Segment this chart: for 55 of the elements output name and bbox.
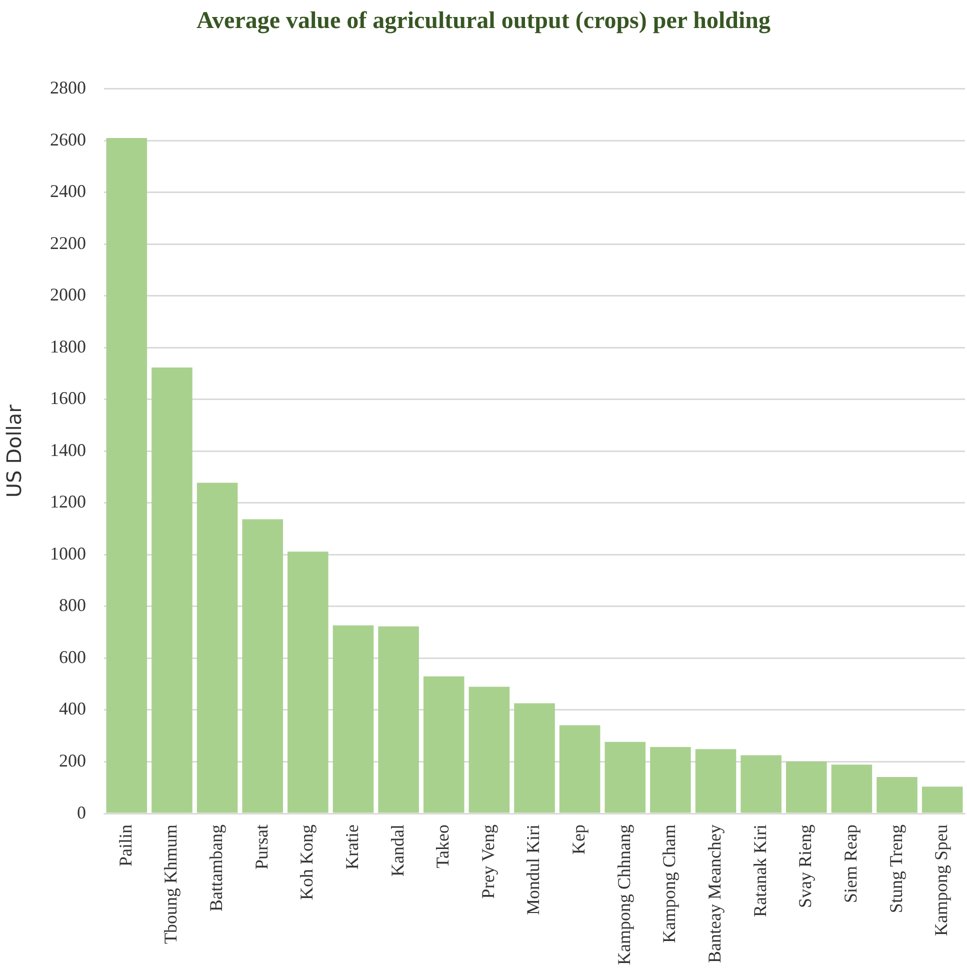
bar <box>514 703 555 813</box>
y-tick-label: 1000 <box>50 543 86 564</box>
bar <box>378 626 419 813</box>
x-tick-label: Pailin <box>115 824 136 867</box>
x-tick-label: Kampong Chhnang <box>614 824 634 965</box>
bar <box>876 777 918 813</box>
x-tick-label: Banteay Meanchey <box>704 824 724 963</box>
x-tick-label: Svay Rieng <box>795 824 816 908</box>
x-tick-label: Battambang <box>206 824 226 912</box>
x-tick-label: Kandal <box>387 824 408 876</box>
y-tick-label: 1200 <box>50 492 86 512</box>
y-tick-label: 1800 <box>50 336 86 356</box>
bar <box>922 786 963 813</box>
x-tick-label: Kep <box>568 824 589 855</box>
bar <box>740 755 782 813</box>
chart-title: Average value of agricultural output (crops) per holding <box>196 8 772 35</box>
bar <box>152 368 192 813</box>
y-tick-label: 1400 <box>50 440 86 460</box>
bar <box>106 138 148 813</box>
y-tick-label: 200 <box>59 750 86 770</box>
y-tick-label: 2400 <box>50 181 86 202</box>
x-tick-label: Stung Treng <box>886 824 906 914</box>
x-tick-label: Takeo <box>432 824 453 868</box>
y-tick-label: 1600 <box>50 388 86 408</box>
x-tick-label: Pursat <box>251 824 272 870</box>
x-tick-label: Prey Veng <box>478 824 498 899</box>
y-tick-label: 800 <box>59 595 86 616</box>
y-axis-title: US Dollar <box>2 404 26 498</box>
x-tick-label: Mondul Kiri <box>523 824 544 916</box>
bar <box>423 676 464 813</box>
bar <box>604 742 646 813</box>
bar <box>196 482 238 813</box>
bar <box>831 764 872 813</box>
x-tick-label: Koh Kong <box>296 824 317 900</box>
y-tick-label: 2000 <box>50 284 86 305</box>
x-tick-label: Ratanak Kiri <box>750 824 770 917</box>
y-tick-label: 2800 <box>50 78 86 98</box>
y-tick-label: 0 <box>77 802 86 822</box>
x-tick-label: Kampong Speu <box>931 824 952 936</box>
bar <box>332 625 374 813</box>
bar <box>242 519 283 813</box>
x-tick-label: Kratie <box>342 824 362 870</box>
x-tick-label: Kampong Cham <box>659 824 680 944</box>
bar <box>650 746 691 813</box>
y-tick-label: 600 <box>59 646 86 667</box>
x-tick-label: Siem Reap <box>840 824 860 904</box>
bar <box>695 749 736 813</box>
bar <box>559 725 600 813</box>
bar <box>288 552 328 813</box>
bar <box>786 761 827 813</box>
y-tick-label: 400 <box>59 698 86 719</box>
y-tick-label: 2200 <box>50 232 86 253</box>
y-tick-label: 2600 <box>50 129 86 150</box>
bar <box>468 686 510 813</box>
x-tick-label: Tboung Khmum <box>160 824 181 944</box>
